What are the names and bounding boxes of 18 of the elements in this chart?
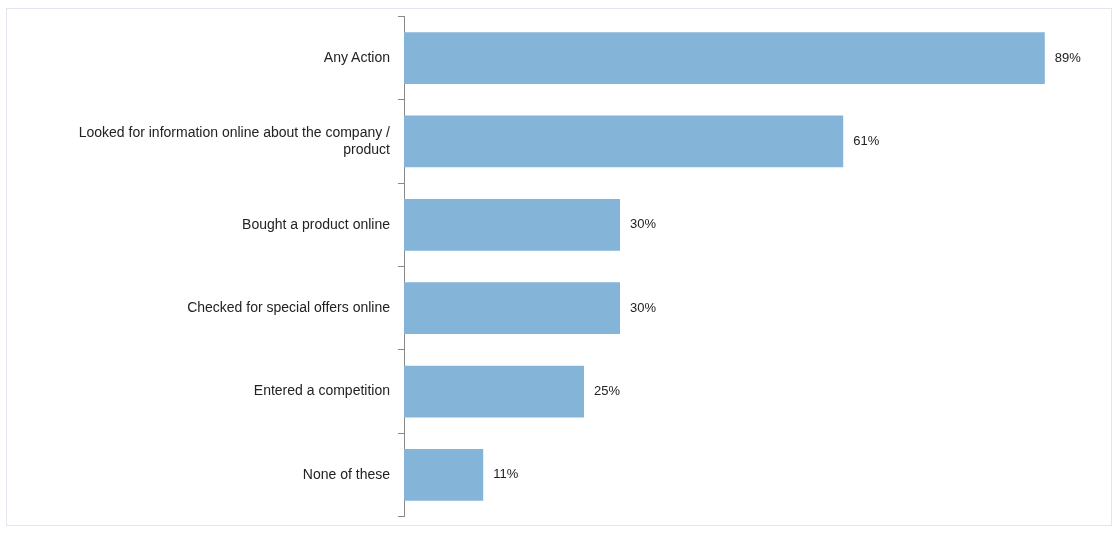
bar xyxy=(404,115,844,168)
data-label: 61% xyxy=(853,133,880,149)
data-label: 89% xyxy=(1054,49,1082,65)
y-tick-label: None of these xyxy=(302,465,391,482)
bar xyxy=(404,449,484,501)
y-tick-label: Checked for special offers online xyxy=(187,299,391,316)
data-label: 11% xyxy=(493,466,519,482)
data-label: 30% xyxy=(630,299,657,315)
y-tick-label: Looked for information online about the company / product xyxy=(78,123,391,157)
bar xyxy=(404,198,620,251)
y-tick-label: Entered a competition xyxy=(253,382,390,399)
bar xyxy=(404,365,584,418)
y-tick-label: Any Action xyxy=(323,48,390,65)
y-tick-label: Bought a product online xyxy=(242,215,391,232)
bar xyxy=(404,282,620,335)
data-label: 30% xyxy=(630,216,657,232)
bar xyxy=(404,32,1045,84)
data-label: 25% xyxy=(594,383,621,399)
